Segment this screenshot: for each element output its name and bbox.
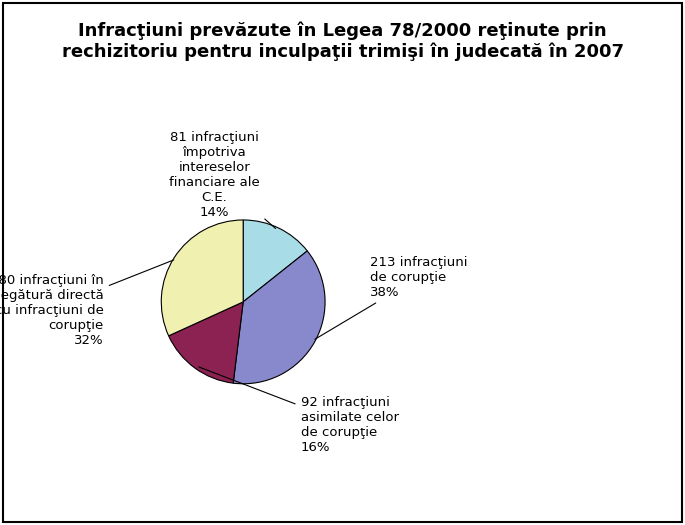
Text: 213 infracţiuni
de corupţie
38%: 213 infracţiuni de corupţie 38%: [315, 256, 468, 339]
Text: 180 infracţiuni în
legătură directă
cu infracţiuni de
corupţie
32%: 180 infracţiuni în legătură directă cu i…: [0, 260, 174, 346]
Text: 92 infracţiuni
asimilate celor
de corupţie
16%: 92 infracţiuni asimilate celor de corupţ…: [199, 367, 399, 454]
Text: 81 infracţiuni
împotriva
intereselor
financiare ale
C.E.
14%: 81 infracţiuni împotriva intereselor fin…: [169, 131, 275, 228]
Wedge shape: [161, 220, 243, 336]
Wedge shape: [169, 302, 243, 383]
Text: Infracţiuni prevăzute în Legea 78/2000 reţinute prin
rechizitoriu pentru inculpa: Infracţiuni prevăzute în Legea 78/2000 r…: [62, 21, 623, 61]
Wedge shape: [243, 220, 308, 302]
Wedge shape: [233, 251, 325, 384]
